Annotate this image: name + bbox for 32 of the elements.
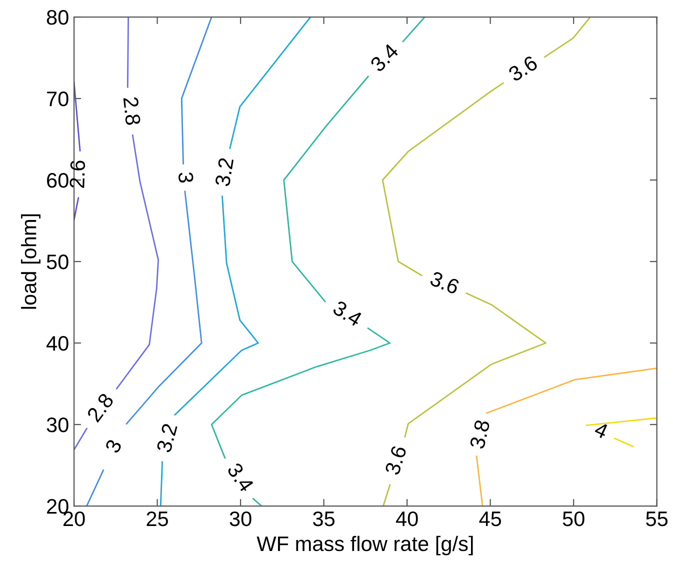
y-axis-title: load [ohm] [21, 214, 40, 309]
x-tick-label: 45 [479, 512, 502, 526]
annotation: 3 [104, 438, 122, 454]
x-tick-label: 30 [230, 511, 252, 526]
annotation: 3.2 [156, 423, 178, 454]
annotation: 4 [593, 422, 610, 439]
y-tick-label: 80 [46, 10, 68, 25]
x-tick-label: 20 [63, 511, 85, 526]
x-tick-label: 40 [396, 511, 418, 526]
annotation: 3.4 [332, 300, 364, 327]
annotation: 3.6 [508, 55, 538, 82]
annotation: 2.8 [123, 96, 141, 126]
annotation: 2.8 [86, 392, 114, 423]
y-tick-label: 30 [46, 418, 68, 432]
annotation: 3 [178, 172, 194, 183]
annotation: 3.2 [214, 158, 234, 187]
y-tick-label: 60 [47, 173, 68, 188]
y-tick-label: 70 [47, 92, 68, 106]
annotation: 3.4 [226, 462, 254, 493]
y-tick-label: 20 [47, 499, 68, 514]
y-tick-label: 50 [46, 254, 68, 270]
y-tick-label: 40 [46, 336, 68, 351]
annotation: 3.6 [384, 445, 407, 476]
x-tick-label: 50 [562, 511, 584, 526]
annotation: 3.6 [429, 270, 460, 295]
annotation: 3.8 [469, 419, 490, 450]
x-tick-label: 55 [646, 512, 668, 526]
annotation: 2.6 [70, 160, 86, 188]
x-tick-label: 25 [146, 511, 168, 526]
x-tick-label: 35 [313, 511, 335, 526]
annotation: 3.4 [369, 42, 400, 73]
x-axis-title: WF mass flow rate [g/s] [256, 536, 473, 556]
